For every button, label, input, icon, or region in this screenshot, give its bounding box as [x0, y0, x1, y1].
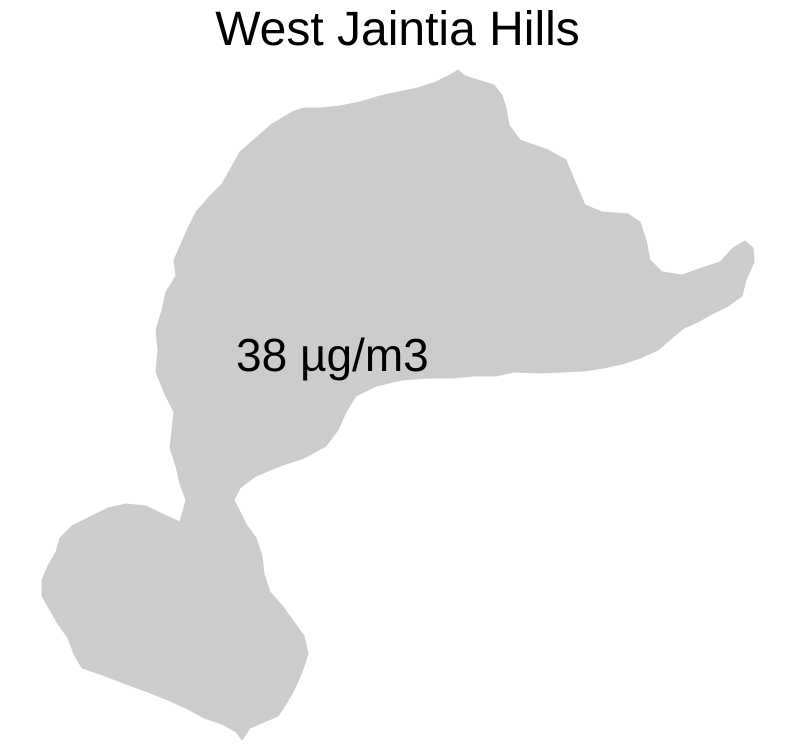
region-value-label: 38 µg/m3: [236, 329, 429, 381]
district-shape: [41, 69, 755, 741]
map-title: West Jaintia Hills: [215, 3, 580, 56]
